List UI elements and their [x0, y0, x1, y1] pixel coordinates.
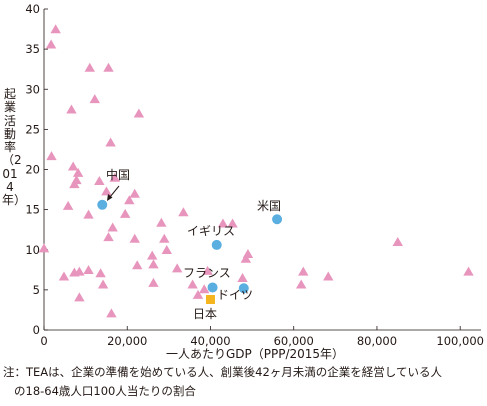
triangle-point	[103, 232, 114, 242]
footnote: 注：TEAは、企業の準備を始めている人、創業後42ヶ月未満の企業を経営している人…	[3, 363, 487, 401]
triangle-point	[129, 188, 140, 198]
triangle-point	[74, 292, 85, 302]
triangle-point	[38, 243, 50, 253]
triangle-point	[69, 179, 80, 189]
triangle-point	[58, 271, 70, 281]
annotation-france: フランス	[183, 266, 231, 280]
triangle-point	[62, 200, 74, 210]
x-tick-label: 20,000	[107, 334, 147, 348]
x-tick-label: 80,000	[357, 334, 397, 348]
circle-point	[272, 214, 283, 225]
triangle-point	[202, 265, 213, 275]
triangle-point	[101, 186, 112, 196]
triangle-point	[392, 236, 403, 246]
y-tick-label: 5	[33, 283, 40, 297]
annotation-japan: 日本	[193, 307, 217, 321]
triangle-point	[217, 218, 229, 228]
y-ticks: 0 5 10 15 20 25 30 35 40	[25, 2, 48, 337]
triangle-point	[237, 273, 248, 283]
triangle-point	[147, 250, 158, 260]
footnote-line-1: 注：TEAは、企業の準備を始めている人、創業後42ヶ月未満の企業を経営している人	[3, 365, 442, 379]
x-axis-title: 一人あたりGDP（PPP/2015年）	[166, 347, 344, 361]
triangle-point	[67, 161, 79, 171]
y-tick-label: 0	[33, 323, 40, 337]
triangle-point	[124, 195, 135, 205]
triangle-point	[105, 137, 116, 147]
footnote-line-2: の18-64歳人口100人当たりの割合	[14, 384, 196, 398]
x-tick-label: 0	[40, 334, 47, 348]
scatter-chart: 0 5 10 15 20 25 30 35 40 0 20,000 40,000 60,000 80,0…	[25, 2, 484, 361]
triangle-point	[187, 279, 198, 289]
triangle-point	[148, 277, 159, 287]
triangle-point	[89, 94, 100, 104]
y-tick-label: 25	[25, 122, 40, 136]
x-ticks: 0 20,000 40,000 60,000 80,000 100,000	[40, 326, 484, 348]
triangle-point	[159, 233, 170, 243]
x-tick-label: 100,000	[436, 334, 484, 348]
triangle-point	[94, 175, 105, 185]
triangle-point	[240, 253, 252, 263]
triangle-point	[156, 217, 167, 227]
annotation-usa: 米国	[257, 199, 281, 213]
triangle-point	[103, 62, 114, 72]
triangle-point	[192, 289, 204, 299]
triangle-point	[109, 172, 120, 182]
annotation-uk: イギリス	[187, 224, 235, 238]
y-tick-label: 10	[25, 243, 40, 257]
square-point	[205, 295, 215, 305]
triangle-point	[296, 279, 307, 289]
annotation-china-arrow	[109, 185, 120, 198]
triangle-point	[95, 268, 106, 278]
triangle-point	[178, 207, 189, 217]
y-tick-label: 20	[25, 163, 40, 177]
triangle-point	[66, 104, 77, 114]
triangle-point	[199, 284, 210, 294]
triangle-point	[132, 260, 143, 270]
triangle-point	[463, 266, 474, 276]
y-tick-label: 40	[25, 2, 40, 16]
y-tick-label: 35	[25, 42, 40, 56]
circle-point	[238, 283, 249, 294]
triangle-point	[50, 24, 61, 34]
y-axis-title: 起業活動率（2014年）	[2, 87, 27, 208]
triangle-point	[119, 208, 131, 218]
triangle-point	[97, 279, 109, 289]
y-tick-label: 15	[25, 203, 40, 217]
triangle-point	[84, 62, 95, 72]
y-tick-label: 30	[25, 82, 40, 96]
triangle-point	[106, 308, 117, 318]
data-points	[38, 24, 474, 318]
triangle-point	[133, 108, 145, 118]
triangle-point	[107, 222, 118, 232]
triangle-point	[323, 271, 334, 281]
triangle-point	[83, 265, 94, 275]
triangle-point	[72, 167, 84, 177]
triangle-point	[83, 209, 94, 219]
circle-point	[97, 199, 108, 210]
triangle-point	[129, 233, 140, 243]
triangle-point	[227, 218, 238, 228]
triangle-point	[45, 39, 57, 49]
triangle-point	[74, 266, 85, 276]
circle-point	[211, 239, 222, 250]
annotation-germany: ドイツ	[217, 288, 253, 302]
triangle-point	[298, 266, 309, 276]
x-tick-label: 40,000	[190, 334, 230, 348]
annotation-china: 中国	[106, 167, 130, 182]
circle-point	[207, 282, 218, 293]
triangle-point	[161, 244, 172, 254]
x-tick-label: 60,000	[274, 334, 314, 348]
annotation-china-arrowhead	[107, 194, 113, 201]
triangle-point	[46, 151, 57, 161]
triangle-point	[171, 263, 183, 273]
annotations: 中国 米国 イギリス フランス ドイツ 日本	[106, 167, 281, 321]
triangle-point	[148, 259, 159, 269]
